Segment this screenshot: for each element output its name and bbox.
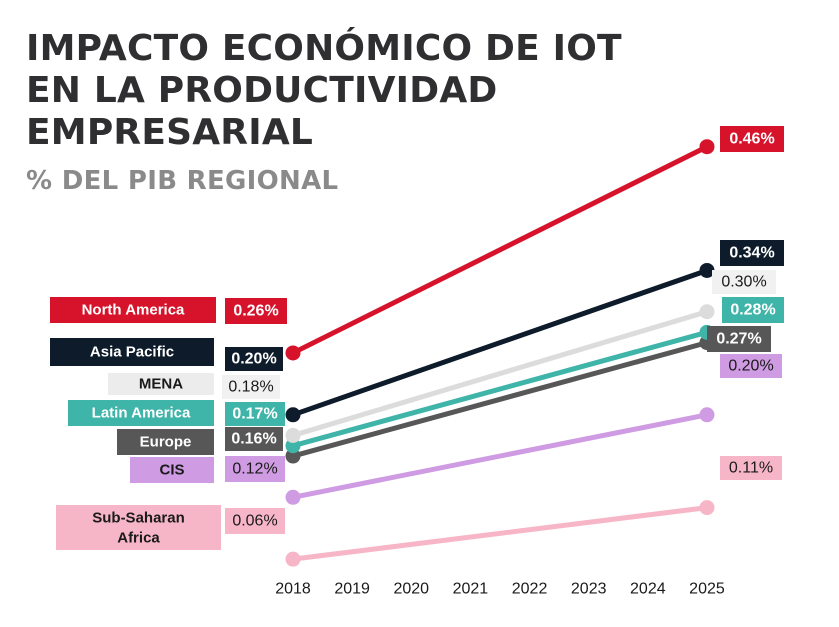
legend-label-mena: MENA bbox=[139, 376, 183, 393]
end-value-box-sub-saharan-africa bbox=[720, 456, 782, 480]
series-line-asia-pacific bbox=[290, 267, 710, 418]
legend-label-north-america: North America bbox=[82, 302, 185, 319]
x-tick-label: 2020 bbox=[393, 581, 429, 598]
end-value-label-europe: 0.27% bbox=[716, 331, 761, 348]
x-tick-label: 2019 bbox=[334, 581, 370, 598]
end-value-label-sub-saharan-africa: 0.11% bbox=[729, 460, 773, 477]
end-value-box-north-america bbox=[720, 126, 784, 152]
legend-label-cis: CIS bbox=[159, 462, 184, 479]
data-point-start-sub-saharan-africa bbox=[285, 551, 301, 567]
legend-label-latin-america: Latin America bbox=[92, 405, 191, 422]
start-value-box-cis bbox=[225, 456, 285, 482]
legend-label-asia-pacific: Asia Pacific bbox=[90, 344, 174, 361]
data-point-end-cis bbox=[699, 407, 715, 423]
x-tick-label: 2023 bbox=[571, 581, 607, 598]
end-value-label-mena: 0.30% bbox=[721, 274, 766, 291]
series-line-latin-america bbox=[290, 329, 710, 449]
start-value-box-europe bbox=[225, 427, 283, 451]
start-value-box-mena bbox=[222, 375, 280, 399]
data-point-start-cis bbox=[285, 489, 301, 505]
start-value-box-north-america bbox=[225, 298, 287, 324]
x-tick-label: 2022 bbox=[512, 581, 548, 598]
start-value-box-sub-saharan-africa bbox=[225, 508, 285, 534]
chart-title: IMPACTO ECONÓMICO DE IOT EN LA PRODUCTIV… bbox=[26, 28, 666, 154]
legend-box-asia-pacific bbox=[50, 338, 214, 366]
data-point-end-sub-saharan-africa bbox=[699, 500, 715, 516]
x-tick-label: 2021 bbox=[453, 581, 489, 598]
data-point-end-mena bbox=[699, 304, 715, 320]
start-value-label-mena: 0.18% bbox=[228, 379, 273, 396]
series-line-sub-saharan-africa bbox=[290, 505, 710, 562]
end-value-label-latin-america: 0.28% bbox=[730, 302, 775, 319]
start-value-label-latin-america: 0.17% bbox=[232, 406, 277, 423]
start-value-box-latin-america bbox=[225, 402, 285, 426]
series-line-cis bbox=[290, 412, 710, 500]
chart-title-line-2: EN LA PRODUCTIVIDAD bbox=[26, 70, 498, 111]
data-point-start-north-america bbox=[285, 345, 301, 361]
legend-label-sub-saharan-africa-line-1: Sub-Saharan bbox=[92, 510, 185, 527]
series-line-europe bbox=[290, 340, 710, 459]
end-value-label-asia-pacific: 0.34% bbox=[729, 245, 774, 262]
legend-box-north-america bbox=[50, 297, 216, 323]
legend-box-latin-america bbox=[68, 400, 214, 426]
start-value-label-europe: 0.16% bbox=[231, 431, 276, 448]
legend-box-mena bbox=[108, 373, 214, 395]
legend-box-sub-saharan-africa bbox=[56, 505, 221, 550]
start-value-box-asia-pacific bbox=[225, 347, 283, 371]
data-point-end-north-america bbox=[699, 139, 715, 155]
x-tick-label: 2018 bbox=[275, 581, 311, 598]
start-value-label-sub-saharan-africa: 0.06% bbox=[232, 513, 277, 530]
series-line-north-america bbox=[290, 144, 710, 356]
legend-box-europe bbox=[117, 429, 214, 455]
end-value-box-europe bbox=[707, 326, 771, 352]
start-value-label-asia-pacific: 0.20% bbox=[231, 351, 276, 368]
x-tick-label: 2024 bbox=[630, 581, 666, 598]
end-value-label-north-america: 0.46% bbox=[729, 131, 774, 148]
chart-title-line-1: IMPACTO ECONÓMICO DE IOT bbox=[26, 28, 622, 69]
end-value-box-cis bbox=[720, 354, 782, 378]
end-value-box-asia-pacific bbox=[720, 240, 784, 266]
start-value-label-north-america: 0.26% bbox=[233, 303, 278, 320]
series-line-mena bbox=[290, 309, 710, 438]
legend-label-europe: Europe bbox=[140, 434, 192, 451]
data-point-start-europe bbox=[285, 448, 301, 464]
end-value-label-cis: 0.20% bbox=[728, 358, 773, 375]
chart-title-line-3: EMPRESARIAL bbox=[26, 112, 314, 153]
legend-label-sub-saharan-africa-line-2: Africa bbox=[117, 530, 160, 547]
chart-subtitle: % DEL PIB REGIONAL bbox=[26, 166, 339, 196]
data-point-end-asia-pacific bbox=[699, 262, 715, 278]
end-value-box-latin-america bbox=[722, 297, 784, 323]
x-tick-label: 2025 bbox=[689, 581, 725, 598]
legend-box-cis bbox=[130, 457, 214, 483]
start-value-label-cis: 0.12% bbox=[232, 461, 277, 478]
data-point-start-latin-america bbox=[285, 438, 301, 454]
end-value-box-mena bbox=[712, 270, 776, 294]
data-point-start-mena bbox=[285, 427, 301, 443]
data-point-start-asia-pacific bbox=[285, 407, 301, 423]
